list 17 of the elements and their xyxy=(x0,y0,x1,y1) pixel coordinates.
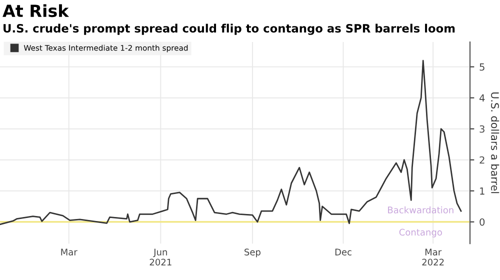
chart-title: At Risk xyxy=(2,4,70,18)
x-tick-label: Mar xyxy=(61,248,78,256)
annotation: Contango xyxy=(399,228,442,238)
y-tick-label: 1 xyxy=(480,187,484,195)
y-tick-label: 2 xyxy=(480,156,484,164)
x-tick-label: Jun 2021 xyxy=(150,248,172,266)
line-series xyxy=(0,60,462,226)
x-tick-label: Sep xyxy=(244,248,260,258)
y-tick-label: 4 xyxy=(480,94,485,102)
annotation: Backwardation xyxy=(388,206,454,214)
y-tick-label: 5 xyxy=(480,63,484,71)
y-axis-title: U.S. dollars a barrel xyxy=(491,92,500,194)
x-tick-label: Dec xyxy=(335,248,352,256)
y-tick-label: 0 xyxy=(480,218,485,226)
x-tick-label: Mar 2022 xyxy=(422,248,444,266)
y-tick-label: 3 xyxy=(480,125,484,133)
chart-subtitle: U.S. crude's prompt spread could flip to contango as SPR barrels loom xyxy=(4,24,455,35)
